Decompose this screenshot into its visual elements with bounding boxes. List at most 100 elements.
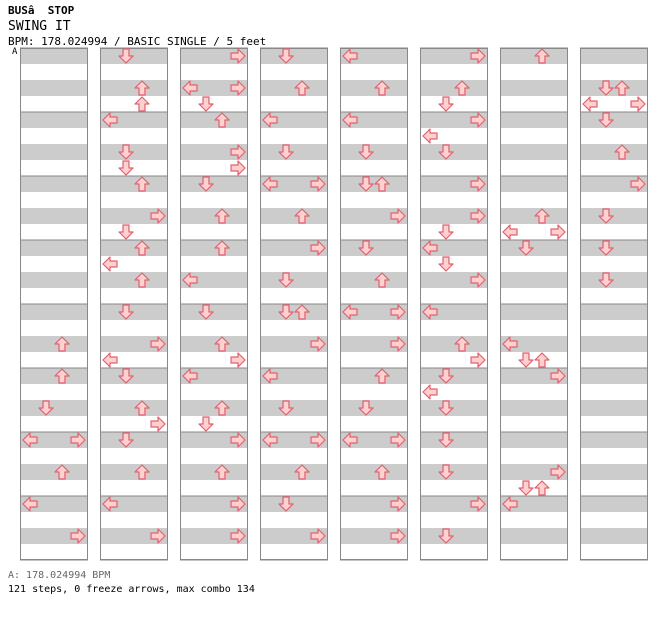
stripe-band xyxy=(100,64,168,80)
arrow-left xyxy=(102,112,118,128)
stripe-band xyxy=(420,304,488,320)
stripe-band xyxy=(420,176,488,192)
stripe-band xyxy=(580,240,648,256)
stripe-band xyxy=(580,432,648,448)
stripe-band xyxy=(100,80,168,96)
arrow-left xyxy=(422,240,438,256)
column-border xyxy=(100,48,168,560)
arrow-down xyxy=(598,240,614,256)
stripe-band xyxy=(580,112,648,128)
stripe-band xyxy=(420,320,488,336)
stripe-band xyxy=(260,352,328,368)
stripe-band xyxy=(100,336,168,352)
stripe-band xyxy=(340,320,408,336)
stripe-band xyxy=(580,64,648,80)
stripe-band xyxy=(420,80,488,96)
stripe-band xyxy=(500,400,568,416)
stripe-band xyxy=(100,112,168,128)
column-border xyxy=(260,48,328,560)
stripe-band xyxy=(260,384,328,400)
arrow-left xyxy=(22,496,38,512)
stripe-band xyxy=(420,112,488,128)
arrow-right xyxy=(470,112,486,128)
arrow-down xyxy=(278,496,294,512)
arrow-left xyxy=(102,256,118,272)
stripe-band xyxy=(180,256,248,272)
stripe-band xyxy=(500,352,568,368)
arrow-right xyxy=(230,80,246,96)
stripe-band xyxy=(420,256,488,272)
stripe-band xyxy=(420,384,488,400)
arrow-right xyxy=(470,176,486,192)
arrow-right xyxy=(310,528,326,544)
stripe-band xyxy=(420,48,488,64)
arrow-up xyxy=(214,464,230,480)
stripe-band xyxy=(420,432,488,448)
stripe-band xyxy=(500,128,568,144)
stripe-band xyxy=(340,368,408,384)
stripe-band xyxy=(340,336,408,352)
arrow-left xyxy=(182,272,198,288)
stripe-band xyxy=(420,208,488,224)
stripe-band xyxy=(340,128,408,144)
arrow-up xyxy=(534,48,550,64)
stripe-band xyxy=(180,48,248,64)
arrow-left xyxy=(422,128,438,144)
arrow-down xyxy=(198,96,214,112)
stripe-band xyxy=(100,320,168,336)
arrow-down xyxy=(438,256,454,272)
stripe-band xyxy=(20,80,88,96)
arrow-left xyxy=(342,304,358,320)
stripe-band xyxy=(580,96,648,112)
stripe-band xyxy=(20,368,88,384)
stripe-band xyxy=(580,144,648,160)
arrow-right xyxy=(390,496,406,512)
arrow-left xyxy=(582,96,598,112)
stripe-band xyxy=(580,480,648,496)
stripe-band xyxy=(260,448,328,464)
arrow-left xyxy=(262,176,278,192)
arrow-up xyxy=(134,464,150,480)
stripe-band xyxy=(260,256,328,272)
stripe-band xyxy=(420,512,488,528)
stripe-band xyxy=(580,496,648,512)
arrow-up xyxy=(374,464,390,480)
stripe-band xyxy=(580,528,648,544)
arrow-right xyxy=(230,432,246,448)
stripe-band xyxy=(580,288,648,304)
stripe-band xyxy=(180,352,248,368)
stripe-band xyxy=(260,496,328,512)
stripe-band xyxy=(20,272,88,288)
arrow-up xyxy=(294,304,310,320)
stripe-band xyxy=(500,336,568,352)
stripe-band xyxy=(500,176,568,192)
stripe-band xyxy=(340,544,408,560)
arrow-up xyxy=(614,80,630,96)
arrow-down xyxy=(598,112,614,128)
arrow-down xyxy=(38,400,54,416)
stripe-band xyxy=(500,208,568,224)
stripe-band xyxy=(260,368,328,384)
stripe-band xyxy=(340,384,408,400)
arrow-right xyxy=(390,336,406,352)
stripe-band xyxy=(340,160,408,176)
arrow-up xyxy=(134,272,150,288)
stripe-band xyxy=(260,480,328,496)
stripe-band xyxy=(20,480,88,496)
stripe-band xyxy=(340,496,408,512)
arrow-left xyxy=(342,112,358,128)
stripe-band xyxy=(180,368,248,384)
stripe-band xyxy=(20,448,88,464)
stripe-band xyxy=(20,464,88,480)
stripe-band xyxy=(100,448,168,464)
chart-column xyxy=(260,47,328,561)
arrow-up xyxy=(134,240,150,256)
stripe-band xyxy=(500,288,568,304)
stripe-band xyxy=(20,512,88,528)
stripe-band xyxy=(260,336,328,352)
arrow-left xyxy=(102,352,118,368)
stripe-band xyxy=(500,448,568,464)
stripe-band xyxy=(20,432,88,448)
stripe-band xyxy=(180,432,248,448)
